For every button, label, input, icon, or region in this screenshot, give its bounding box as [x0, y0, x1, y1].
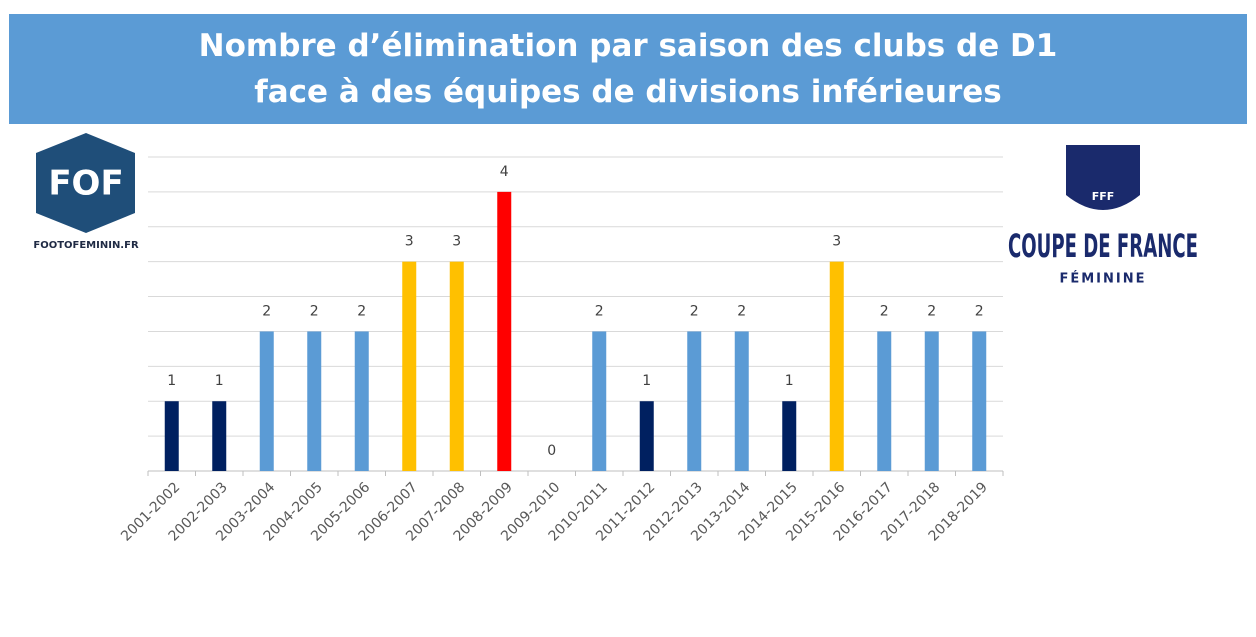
data-label: 2 — [262, 303, 271, 319]
data-label: 3 — [832, 234, 841, 250]
bar — [307, 331, 322, 471]
data-label: 2 — [975, 303, 984, 319]
data-label: 1 — [642, 373, 651, 389]
chart-title: Nombre d’élimination par saison des club… — [9, 14, 1247, 124]
data-label: 2 — [690, 303, 699, 319]
fof-site: FOOTOFEMININ.FR — [33, 240, 139, 251]
data-label: 2 — [310, 303, 319, 319]
data-label: 3 — [405, 234, 414, 250]
bar — [687, 331, 702, 471]
bar — [639, 401, 654, 471]
bar — [592, 331, 607, 471]
data-label: 2 — [357, 303, 366, 319]
bar — [924, 331, 939, 471]
data-label: 2 — [927, 303, 936, 319]
bar — [829, 261, 844, 471]
bar — [259, 331, 274, 471]
fff-shield — [1066, 145, 1140, 210]
fff-logo: FFF COUPE DE FRANCE FÉMININE — [1008, 145, 1198, 287]
data-label: 0 — [547, 443, 556, 459]
fof-logo: FOF FOOTOFEMININ.FR — [33, 133, 139, 251]
bar — [402, 261, 417, 471]
data-label: 1 — [785, 373, 794, 389]
fof-text: FOF — [48, 164, 123, 204]
feminine-text: FÉMININE — [1059, 271, 1146, 287]
bar — [164, 401, 179, 471]
data-label: 2 — [880, 303, 889, 319]
bar — [497, 191, 512, 471]
data-label: 4 — [500, 164, 509, 180]
data-label: 3 — [452, 234, 461, 250]
bar — [354, 331, 369, 471]
bar — [449, 261, 464, 471]
bar — [972, 331, 987, 471]
bar — [877, 331, 892, 471]
data-label: 1 — [167, 373, 176, 389]
bar — [782, 401, 797, 471]
fff-text: FFF — [1092, 190, 1115, 203]
data-label: 2 — [595, 303, 604, 319]
fof-badge — [36, 133, 135, 233]
bar — [212, 401, 227, 471]
coupe-text: COUPE DE FRANCE — [1008, 227, 1198, 265]
data-label: 2 — [737, 303, 746, 319]
bar — [734, 331, 749, 471]
data-label: 1 — [215, 373, 224, 389]
